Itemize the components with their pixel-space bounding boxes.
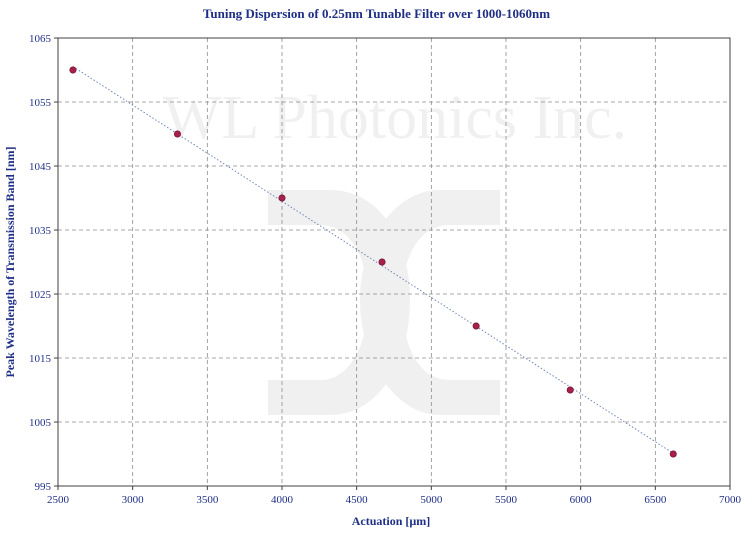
x-tick-label: 5000 bbox=[420, 494, 443, 506]
data-points bbox=[69, 66, 677, 458]
watermark-logo bbox=[268, 190, 500, 415]
data-point bbox=[566, 386, 574, 394]
data-point bbox=[669, 450, 677, 458]
grid bbox=[58, 38, 730, 486]
watermark-text: WL Photonics Inc. bbox=[163, 84, 627, 152]
y-tick-label: 1015 bbox=[29, 353, 52, 365]
data-point bbox=[173, 130, 181, 138]
x-axis-label: Actuation [µm] bbox=[352, 514, 431, 528]
x-tick-label: 2500 bbox=[47, 494, 70, 506]
plot-border bbox=[57, 37, 731, 487]
y-tick-label: 1025 bbox=[29, 289, 52, 301]
x-tick-label: 4000 bbox=[271, 494, 294, 506]
y-tick-label: 1035 bbox=[29, 225, 52, 237]
data-point bbox=[472, 322, 480, 330]
data-point bbox=[378, 258, 386, 266]
x-tick-label: 6500 bbox=[644, 494, 667, 506]
x-axis-ticks: 2500 3000 3500 4000 4500 5000 5500 6000 6500 7000 bbox=[47, 486, 742, 506]
x-tick-label: 7000 bbox=[719, 494, 742, 506]
x-tick-label: 3500 bbox=[196, 494, 219, 506]
plot-frame bbox=[57, 37, 731, 487]
y-axis-label: Peak Wavelength of Transmission Band [nm… bbox=[3, 146, 17, 377]
y-tick-label: 1045 bbox=[29, 161, 52, 173]
watermark: WL Photonics Inc. bbox=[163, 84, 627, 415]
y-axis-ticks: 995 1005 1015 1025 1035 1045 1055 1065 bbox=[29, 33, 58, 493]
x-tick-label: 3000 bbox=[122, 494, 145, 506]
y-tick-label: 1065 bbox=[29, 33, 52, 45]
y-tick-label: 1055 bbox=[29, 97, 52, 109]
y-tick-label: 995 bbox=[35, 481, 52, 493]
data-point bbox=[69, 66, 77, 74]
y-tick-label: 1005 bbox=[29, 417, 52, 429]
x-tick-label: 5500 bbox=[495, 494, 518, 506]
x-tick-label: 6000 bbox=[570, 494, 593, 506]
x-tick-label: 4500 bbox=[346, 494, 369, 506]
chart-title: Tuning Dispersion of 0.25nm Tunable Filt… bbox=[202, 6, 551, 21]
data-point bbox=[278, 194, 286, 202]
